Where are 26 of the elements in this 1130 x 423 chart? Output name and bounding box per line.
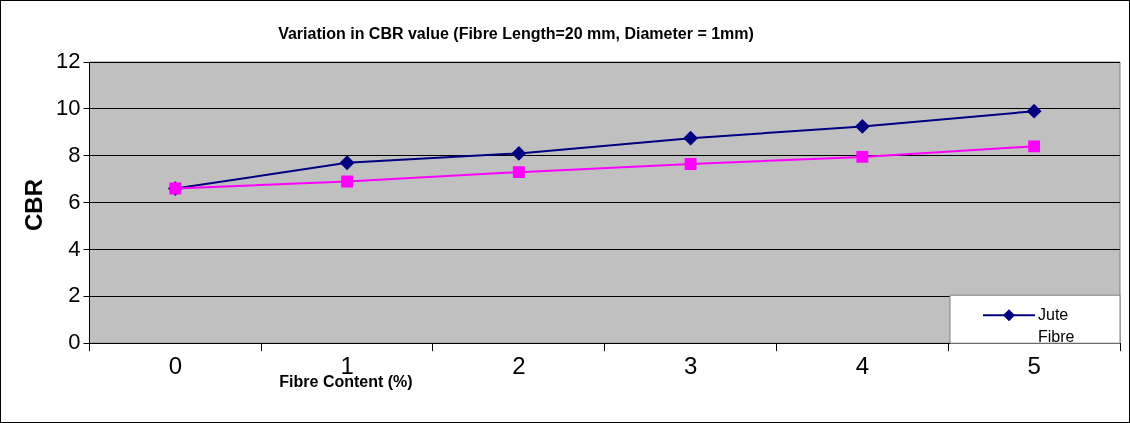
point [856,150,869,163]
point [683,131,698,146]
y-tick-label: 2 [68,282,81,308]
x-tick-label: 2 [512,352,526,380]
legend-label: Jute Fibre [1038,305,1075,345]
y-axis-title: CBR [20,178,48,233]
x-tick-label: 4 [855,352,870,380]
y-tick-label: 10 [55,94,81,120]
point [1027,104,1042,119]
x-tick-label: 5 [1027,352,1041,380]
chart-title: Variation in CBR value (Fibre Length=20 mm, Diameter = 1mm) [277,25,755,43]
y-tick-label: 8 [68,141,81,167]
point [684,157,697,170]
point [512,166,525,179]
point [340,155,355,170]
y-tick-label: 12 [55,48,81,74]
point [1028,140,1041,153]
point [855,119,870,134]
point [511,146,526,161]
y-tick-label: 6 [68,188,81,214]
x-tick-label: 0 [168,352,183,380]
x-tick-label: 3 [683,352,698,380]
y-tick-label: 0 [68,329,81,355]
y-tick-label: 4 [68,235,81,261]
x-axis-title: Fibre Content (%) [279,373,413,390]
point [341,175,354,188]
